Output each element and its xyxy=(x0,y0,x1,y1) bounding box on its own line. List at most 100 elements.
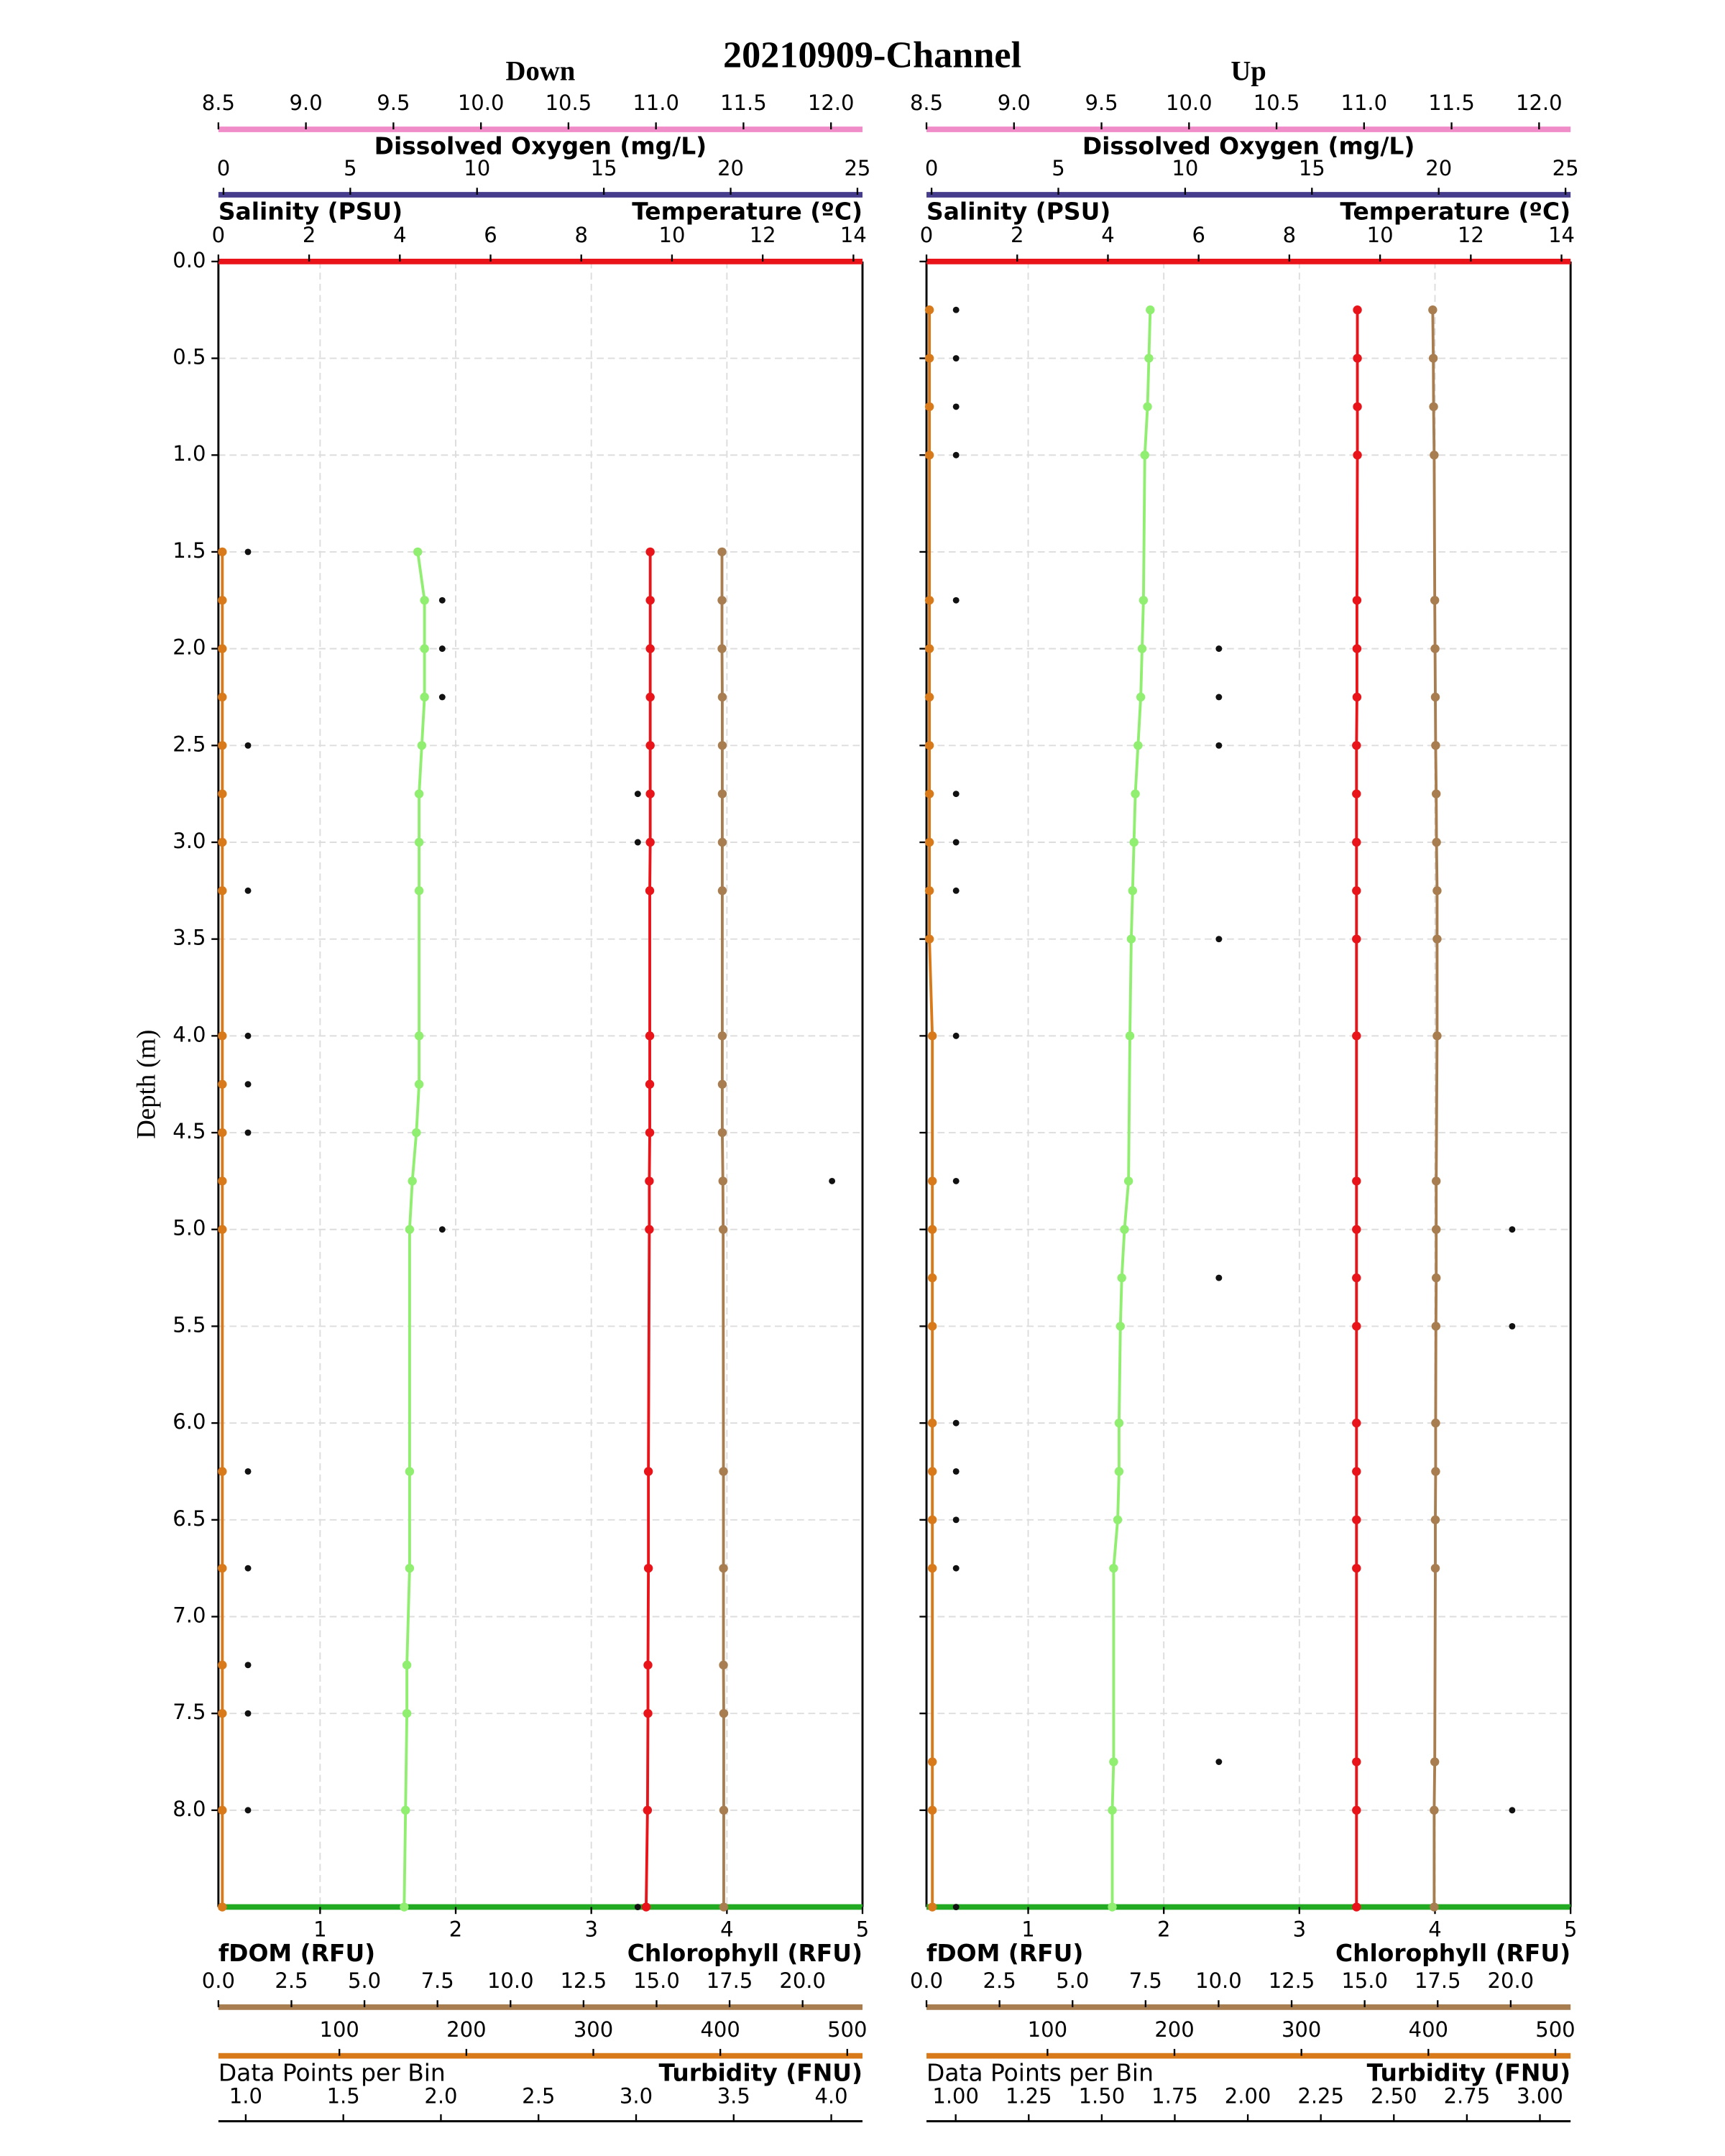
series-point xyxy=(719,1660,728,1670)
series-point xyxy=(1432,886,1442,895)
y-tick-label: 5.0 xyxy=(172,1216,206,1240)
x-tick-label: 5.0 xyxy=(348,1968,381,1993)
x-tick-label: 300 xyxy=(1282,2017,1321,2042)
series-point xyxy=(1116,1322,1126,1331)
x-tick-label: 1 xyxy=(313,1917,326,1941)
series-point xyxy=(645,596,655,605)
x-tick-label: 10 xyxy=(1367,223,1394,247)
x-tick-label: 100 xyxy=(1028,2017,1067,2042)
x-tick-label: 4 xyxy=(1428,1917,1441,1941)
axis-label: Dissolved Oxygen (mg/L) xyxy=(374,132,707,160)
x-tick-label: 3 xyxy=(584,1917,597,1941)
count-point xyxy=(952,1904,960,1910)
count-point xyxy=(1215,936,1223,943)
x-tick-label: 2.75 xyxy=(1444,2084,1491,2109)
series-point xyxy=(927,1273,937,1283)
series-point xyxy=(1430,692,1440,702)
series-point xyxy=(927,1805,937,1815)
axis-label: Chlorophyll (RFU) xyxy=(627,1939,862,1967)
axis-label: Salinity (PSU) xyxy=(218,198,402,226)
x-tick-label: 20 xyxy=(717,156,744,180)
x-tick-label: 5 xyxy=(1564,1917,1577,1941)
series-point xyxy=(1126,934,1136,944)
axis-label: Temperature (ºC) xyxy=(632,198,862,226)
x-tick-label: 2 xyxy=(449,1917,462,1941)
y-tick-label: 6.5 xyxy=(172,1506,206,1531)
series-point xyxy=(927,1225,937,1234)
series-point xyxy=(1352,1031,1361,1041)
series-point xyxy=(1432,1176,1441,1186)
count-point xyxy=(1215,694,1223,701)
series-point xyxy=(927,1515,937,1524)
series-point xyxy=(1353,451,1362,460)
series-point xyxy=(1144,354,1154,363)
axis-label: Turbidity (FNU) xyxy=(659,2058,862,2086)
y-tick-label: 1.5 xyxy=(172,538,206,563)
x-tick-label: 1.00 xyxy=(932,2084,979,2109)
series-point xyxy=(405,1225,415,1234)
series-point xyxy=(402,1660,412,1670)
series-point xyxy=(412,1128,421,1138)
x-tick-label: 2 xyxy=(1157,1917,1170,1941)
count-point xyxy=(244,1468,252,1475)
series-point xyxy=(717,837,727,847)
y-tick-label: 7.5 xyxy=(172,1700,206,1724)
series-point xyxy=(641,1902,651,1912)
series-point xyxy=(420,692,429,702)
x-tick-label: 9.5 xyxy=(1085,91,1118,115)
series-point xyxy=(924,789,934,798)
y-tick-label: 1.0 xyxy=(172,441,206,466)
count-point xyxy=(438,645,446,653)
x-tick-label: 12.5 xyxy=(561,1968,607,1993)
series-point xyxy=(414,886,424,895)
series-point xyxy=(1129,837,1138,847)
series-point xyxy=(719,1708,729,1718)
series-point xyxy=(1352,789,1361,798)
count-point xyxy=(952,1419,960,1427)
x-tick-label: 1.50 xyxy=(1079,2084,1126,2109)
series-point xyxy=(1117,1273,1126,1283)
x-tick-label: 20.0 xyxy=(779,1968,826,1993)
count-point xyxy=(438,694,446,701)
series-point xyxy=(927,1176,937,1186)
series-point xyxy=(1352,1225,1361,1234)
count-point xyxy=(952,306,960,313)
x-tick-label: 10 xyxy=(464,156,490,180)
x-tick-label: 0 xyxy=(217,156,230,180)
series-point xyxy=(1138,596,1149,605)
series-point xyxy=(218,1031,227,1041)
x-tick-label: 9.0 xyxy=(290,91,323,115)
series-point xyxy=(645,692,655,702)
count-point xyxy=(634,839,641,846)
series-point xyxy=(645,1128,655,1138)
axis-label: Data Points per Bin xyxy=(926,2058,1154,2086)
axis-label: fDOM (RFU) xyxy=(926,1939,1083,1967)
x-tick-label: 12.5 xyxy=(1269,1968,1315,1993)
series-point xyxy=(924,837,934,847)
series-point xyxy=(717,1128,727,1138)
x-tick-label: 12.0 xyxy=(808,91,855,115)
count-point xyxy=(244,1129,252,1136)
count-point xyxy=(244,548,252,556)
series-point xyxy=(1108,1805,1117,1815)
x-tick-label: 10.0 xyxy=(1195,1968,1242,1993)
series-line xyxy=(1431,310,1439,1907)
x-tick-label: 12 xyxy=(1458,223,1484,247)
series-point xyxy=(405,1467,415,1476)
series-point xyxy=(924,596,934,605)
series-point xyxy=(1131,789,1140,798)
series-line xyxy=(1355,310,1359,1907)
series-line xyxy=(928,310,934,1907)
series-point xyxy=(1136,692,1146,702)
series-point xyxy=(924,644,934,653)
x-tick-label: 5 xyxy=(344,156,356,180)
series-point xyxy=(218,1079,227,1089)
series-point xyxy=(218,644,227,653)
series-point xyxy=(927,1563,937,1573)
series-point xyxy=(1431,741,1440,750)
series-point xyxy=(1432,934,1442,944)
series-point xyxy=(218,1708,227,1718)
x-tick-label: 9.0 xyxy=(998,91,1031,115)
count-point xyxy=(634,1904,641,1910)
